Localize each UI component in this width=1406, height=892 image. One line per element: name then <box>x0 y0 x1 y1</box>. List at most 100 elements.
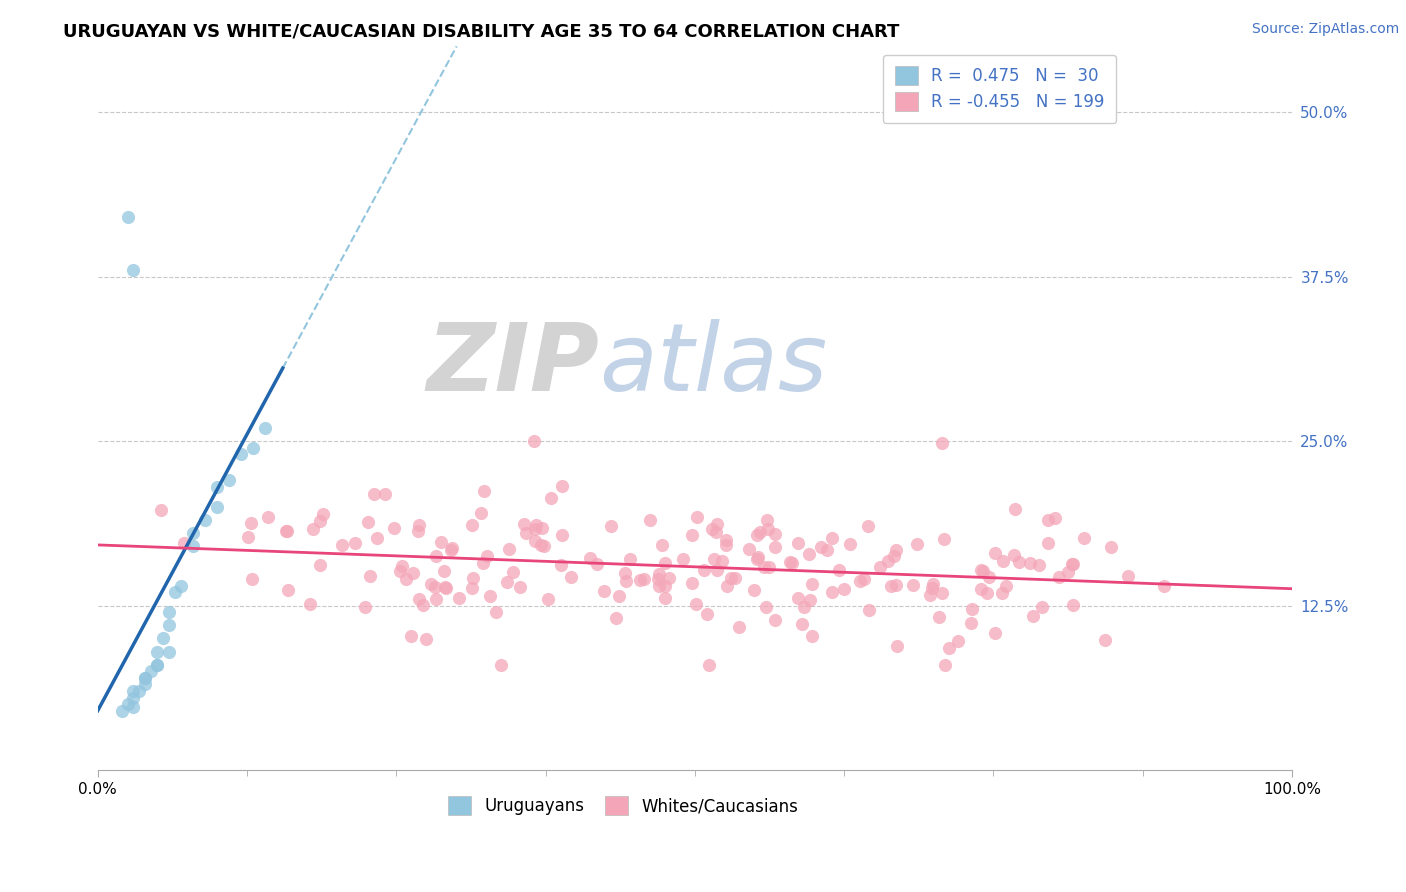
Point <box>605 611 627 625</box>
Point <box>425 549 447 563</box>
Point <box>366 531 388 545</box>
Point <box>693 563 716 577</box>
Point <box>406 524 429 538</box>
Point <box>205 500 228 514</box>
Point <box>699 657 721 672</box>
Point <box>706 517 728 532</box>
Point <box>703 552 725 566</box>
Point <box>647 572 669 586</box>
Point <box>440 543 463 558</box>
Point <box>356 515 378 529</box>
Point <box>821 585 844 599</box>
Point <box>779 555 801 569</box>
Point <box>880 579 903 593</box>
Point <box>756 522 779 536</box>
Point <box>984 626 1007 640</box>
Point <box>530 538 553 552</box>
Point <box>1060 558 1083 572</box>
Point <box>672 551 695 566</box>
Point <box>1036 536 1059 550</box>
Point <box>763 540 786 554</box>
Point <box>932 532 955 546</box>
Point <box>1056 565 1078 579</box>
Point <box>786 591 808 605</box>
Point <box>886 640 908 654</box>
Point <box>600 519 623 533</box>
Point <box>758 560 780 574</box>
Point <box>815 542 838 557</box>
Point <box>832 582 855 596</box>
Point <box>408 518 430 533</box>
Point <box>472 483 495 498</box>
Point <box>920 588 942 602</box>
Point <box>651 538 673 552</box>
Legend: Uruguayans, Whites/Caucasians: Uruguayans, Whites/Caucasians <box>436 784 810 827</box>
Point <box>150 502 173 516</box>
Point <box>110 704 132 718</box>
Point <box>742 582 765 597</box>
Point <box>1094 633 1116 648</box>
Point <box>165 585 187 599</box>
Point <box>991 585 1014 599</box>
Point <box>593 584 616 599</box>
Point <box>696 607 718 621</box>
Point <box>550 558 572 572</box>
Point <box>852 572 875 586</box>
Point <box>242 572 264 586</box>
Point <box>363 487 385 501</box>
Point <box>1153 579 1175 593</box>
Point <box>800 577 823 591</box>
Point <box>745 528 768 542</box>
Point <box>586 557 609 571</box>
Point <box>523 434 546 448</box>
Point <box>756 512 779 526</box>
Point <box>934 657 956 672</box>
Point <box>152 632 174 646</box>
Point <box>479 590 502 604</box>
Point <box>1116 569 1139 583</box>
Point <box>274 524 297 538</box>
Point <box>181 526 204 541</box>
Point <box>128 684 150 698</box>
Point <box>343 536 366 550</box>
Point <box>706 563 728 577</box>
Point <box>173 536 195 550</box>
Point <box>638 513 661 527</box>
Point <box>810 540 832 554</box>
Point <box>242 441 264 455</box>
Point <box>236 530 259 544</box>
Point <box>134 671 156 685</box>
Point <box>408 592 430 607</box>
Point <box>628 573 651 587</box>
Point <box>205 480 228 494</box>
Point <box>763 613 786 627</box>
Point <box>711 554 734 568</box>
Point <box>633 572 655 586</box>
Point <box>472 557 495 571</box>
Point <box>720 571 742 585</box>
Point <box>229 447 252 461</box>
Point <box>433 564 456 578</box>
Point <box>1062 599 1084 613</box>
Point <box>938 641 960 656</box>
Point <box>122 690 145 705</box>
Point <box>614 566 637 581</box>
Point <box>157 644 180 658</box>
Point <box>533 539 555 553</box>
Point <box>931 586 953 600</box>
Point <box>991 554 1014 568</box>
Point <box>537 591 560 606</box>
Point <box>218 474 240 488</box>
Point <box>786 536 808 550</box>
Point <box>716 533 738 547</box>
Text: URUGUAYAN VS WHITE/CAUCASIAN DISABILITY AGE 35 TO 64 CORRELATION CHART: URUGUAYAN VS WHITE/CAUCASIAN DISABILITY … <box>63 22 900 40</box>
Point <box>886 543 908 558</box>
Point <box>302 522 325 536</box>
Point <box>299 597 322 611</box>
Point <box>797 547 820 561</box>
Point <box>983 546 1005 560</box>
Point <box>391 559 413 574</box>
Point <box>540 491 562 506</box>
Point <box>901 578 924 592</box>
Point <box>747 552 769 566</box>
